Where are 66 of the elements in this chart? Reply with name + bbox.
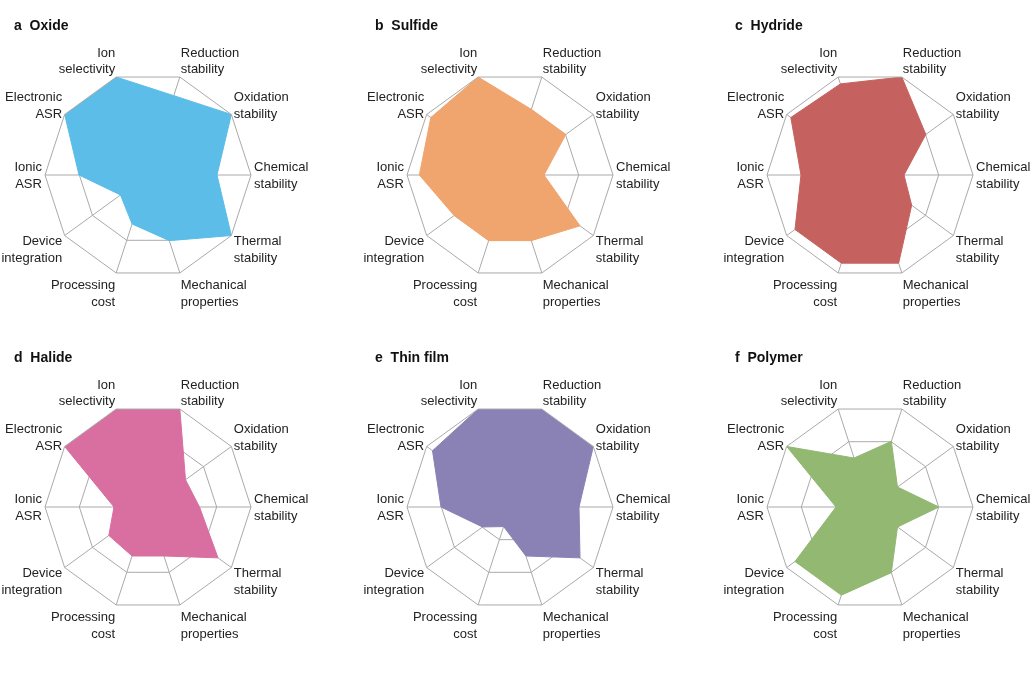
spoke-label: Mechanical properties: [180, 277, 247, 310]
spoke-label: Oxidation stability: [595, 421, 651, 454]
spoke-label: Oxidation stability: [233, 89, 289, 122]
spoke-label: Electronic ASR: [727, 89, 785, 122]
spoke-label: Reduction stability: [542, 376, 602, 409]
spoke-label: Thermal stability: [955, 233, 1004, 266]
spoke-label: Oxidation stability: [595, 89, 651, 122]
chart-title: b Sulfide: [375, 17, 439, 33]
spoke-label: Electronic ASR: [5, 89, 63, 122]
spoke-label: Chemical stability: [616, 159, 671, 191]
spoke-label: Reduction stability: [902, 44, 962, 77]
spoke-label: Reduction stability: [180, 44, 240, 77]
spoke-label: Electronic ASR: [367, 89, 425, 122]
spoke-label: Device integration: [723, 233, 785, 266]
spoke-label: Processing cost: [412, 609, 478, 642]
spoke-label: Electronic ASR: [727, 421, 785, 454]
spoke-label: Device integration: [363, 233, 425, 266]
spoke-label: Device integration: [1, 233, 63, 266]
spoke-label: Oxidation stability: [955, 89, 1011, 122]
spoke-label: Ion selectivity: [420, 376, 478, 409]
spoke-label: Mechanical properties: [542, 609, 609, 642]
spoke-label: Processing cost: [50, 609, 116, 642]
spoke-label: Oxidation stability: [233, 421, 289, 454]
spoke-label: Thermal stability: [595, 565, 644, 598]
spoke-label: Device integration: [1, 565, 63, 598]
spoke-label: Ion selectivity: [58, 44, 116, 77]
spoke-label: Ionic ASR: [736, 159, 765, 191]
spoke-label: Chemical stability: [976, 491, 1031, 523]
spoke-label: Chemical stability: [976, 159, 1031, 191]
spoke-label: Chemical stability: [616, 491, 671, 523]
spoke-label: Processing cost: [412, 277, 478, 310]
spoke-label: Mechanical properties: [902, 277, 969, 310]
spoke-label: Chemical stability: [254, 491, 309, 523]
spoke-label: Electronic ASR: [367, 421, 425, 454]
spoke-label: Ionic ASR: [376, 159, 405, 191]
chart-title: e Thin film: [375, 349, 449, 365]
spoke-label: Reduction stability: [542, 44, 602, 77]
spoke-label: Ionic ASR: [736, 491, 765, 523]
chart-title: f Polymer: [735, 349, 804, 365]
spoke-label: Thermal stability: [233, 565, 282, 598]
spoke-label: Ionic ASR: [14, 491, 43, 523]
spoke-label: Thermal stability: [955, 565, 1004, 598]
spoke-label: Ionic ASR: [376, 491, 405, 523]
spoke-label: Mechanical properties: [542, 277, 609, 310]
spoke-label: Ion selectivity: [420, 44, 478, 77]
spoke-label: Thermal stability: [595, 233, 644, 266]
spoke-label: Ion selectivity: [58, 376, 116, 409]
chart-title: c Hydride: [735, 17, 803, 33]
spoke-label: Processing cost: [772, 609, 838, 642]
spoke-label: Ion selectivity: [780, 44, 838, 77]
spoke-label: Ion selectivity: [780, 376, 838, 409]
spoke-label: Mechanical properties: [902, 609, 969, 642]
spoke-label: Thermal stability: [233, 233, 282, 266]
spoke-label: Processing cost: [50, 277, 116, 310]
spoke-label: Device integration: [723, 565, 785, 598]
chart-title: d Halide: [14, 349, 73, 365]
spoke-label: Reduction stability: [180, 376, 240, 409]
spoke-label: Device integration: [363, 565, 425, 598]
spoke-label: Chemical stability: [254, 159, 309, 191]
spoke-label: Oxidation stability: [955, 421, 1011, 454]
spoke-label: Mechanical properties: [180, 609, 247, 642]
spoke-label: Ionic ASR: [14, 159, 43, 191]
spoke-label: Reduction stability: [902, 376, 962, 409]
spoke-label: Electronic ASR: [5, 421, 63, 454]
chart-title: a Oxide: [14, 17, 69, 33]
spoke-label: Processing cost: [772, 277, 838, 310]
